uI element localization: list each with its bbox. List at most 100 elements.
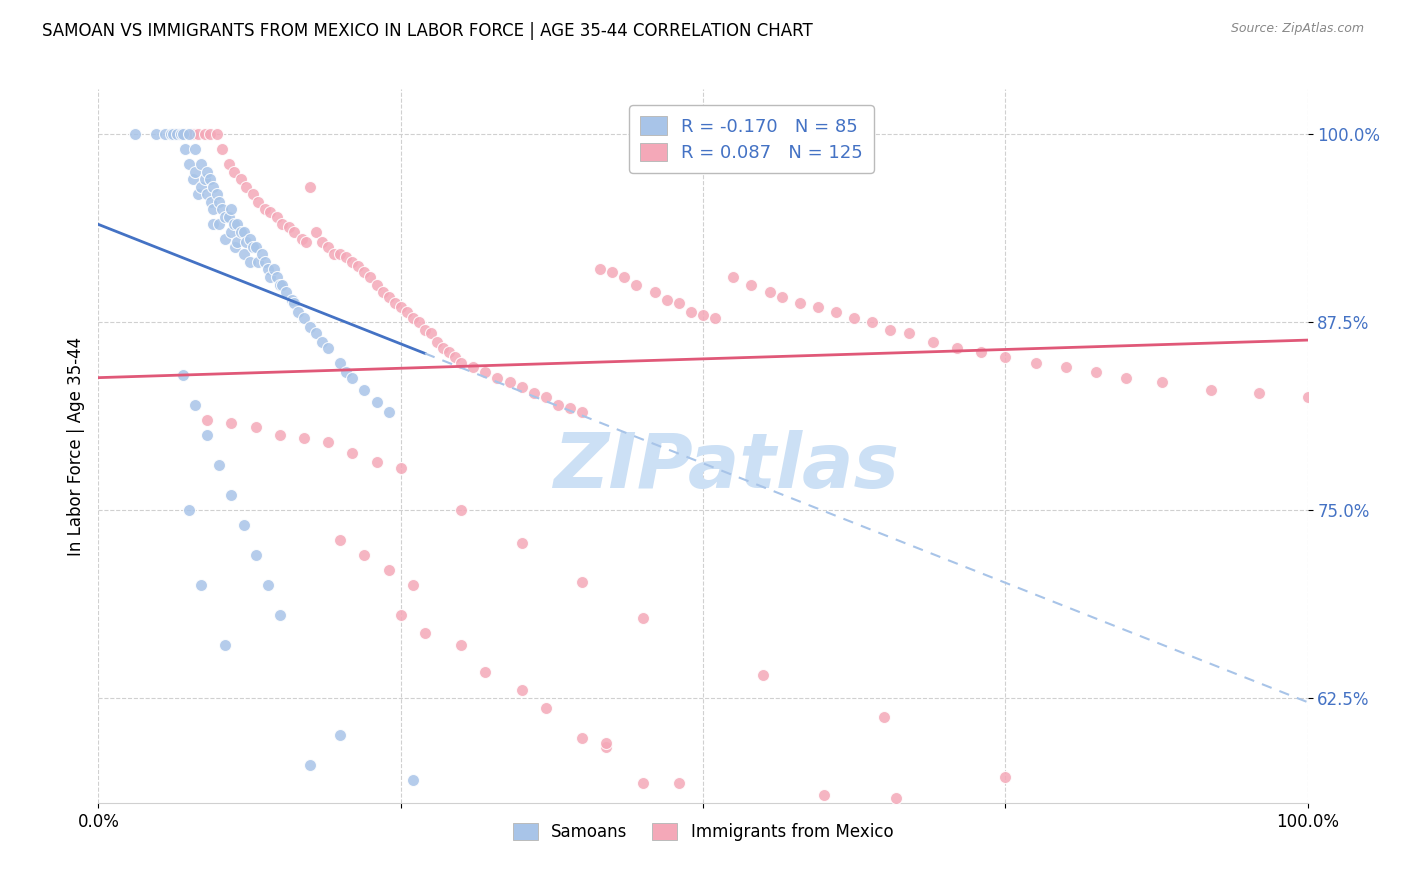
Text: ZIPatlas: ZIPatlas: [554, 431, 900, 504]
Point: [205, 128, 228, 142]
Point: [770, 289, 793, 303]
Point: [311, 235, 333, 250]
Point: [174, 142, 197, 156]
Point: [226, 235, 249, 250]
Point: [740, 277, 762, 292]
Point: [723, 270, 745, 285]
Point: [181, 172, 204, 186]
Point: [377, 289, 399, 303]
Point: [789, 295, 811, 310]
Point: [704, 310, 727, 325]
Point: [825, 304, 848, 318]
Point: [510, 536, 533, 550]
Point: [124, 128, 146, 142]
Point: [655, 293, 678, 307]
Point: [353, 548, 375, 562]
Point: [807, 300, 830, 314]
Point: [190, 179, 212, 194]
Point: [420, 326, 443, 340]
Point: [329, 533, 352, 547]
Point: [523, 385, 546, 400]
Point: [450, 503, 472, 517]
Legend: Samoans, Immigrants from Mexico: Samoans, Immigrants from Mexico: [506, 816, 900, 848]
Point: [377, 405, 399, 419]
Point: [179, 157, 201, 171]
Point: [242, 240, 264, 254]
Point: [263, 262, 285, 277]
Point: [145, 128, 167, 142]
Point: [214, 232, 236, 246]
Point: [278, 220, 301, 235]
Point: [222, 165, 245, 179]
Point: [316, 341, 339, 355]
Point: [232, 247, 254, 261]
Point: [329, 728, 352, 742]
Point: [692, 308, 714, 322]
Point: [198, 172, 221, 186]
Point: [172, 128, 194, 142]
Point: [194, 172, 217, 186]
Point: [205, 187, 228, 202]
Point: [256, 262, 278, 277]
Point: [195, 187, 218, 202]
Point: [813, 789, 835, 803]
Point: [224, 240, 246, 254]
Point: [179, 128, 201, 142]
Point: [897, 326, 920, 340]
Point: [162, 128, 184, 142]
Point: [290, 232, 312, 246]
Point: [335, 251, 357, 265]
Point: [281, 293, 304, 307]
Point: [921, 334, 943, 349]
Point: [181, 128, 204, 142]
Point: [547, 398, 569, 412]
Point: [844, 310, 866, 325]
Point: [179, 503, 201, 517]
Point: [595, 736, 617, 750]
Point: [1296, 390, 1319, 404]
Point: [221, 416, 243, 430]
Point: [187, 187, 209, 202]
Point: [274, 285, 297, 299]
Point: [221, 488, 243, 502]
Point: [631, 611, 654, 625]
Point: [299, 758, 322, 772]
Point: [311, 334, 333, 349]
Point: [426, 334, 449, 349]
Point: [247, 255, 270, 269]
Point: [184, 142, 207, 156]
Point: [1085, 365, 1108, 379]
Point: [184, 165, 207, 179]
Point: [571, 574, 593, 589]
Point: [287, 304, 309, 318]
Point: [254, 255, 277, 269]
Point: [239, 232, 262, 246]
Point: [195, 427, 218, 442]
Point: [166, 128, 188, 142]
Point: [758, 285, 780, 299]
Point: [242, 187, 264, 202]
Point: [402, 310, 425, 325]
Point: [214, 210, 236, 224]
Point: [214, 638, 236, 652]
Point: [259, 205, 281, 219]
Point: [200, 194, 222, 209]
Point: [342, 255, 364, 269]
Point: [879, 322, 901, 336]
Point: [342, 370, 364, 384]
Point: [1199, 383, 1222, 397]
Point: [269, 277, 291, 292]
Point: [305, 225, 328, 239]
Point: [342, 446, 364, 460]
Point: [1152, 375, 1174, 389]
Point: [221, 225, 243, 239]
Point: [860, 315, 883, 329]
Point: [202, 218, 225, 232]
Point: [347, 260, 370, 274]
Point: [668, 295, 690, 310]
Point: [432, 341, 454, 355]
Point: [366, 277, 388, 292]
Point: [413, 626, 436, 640]
Point: [292, 310, 315, 325]
Point: [190, 578, 212, 592]
